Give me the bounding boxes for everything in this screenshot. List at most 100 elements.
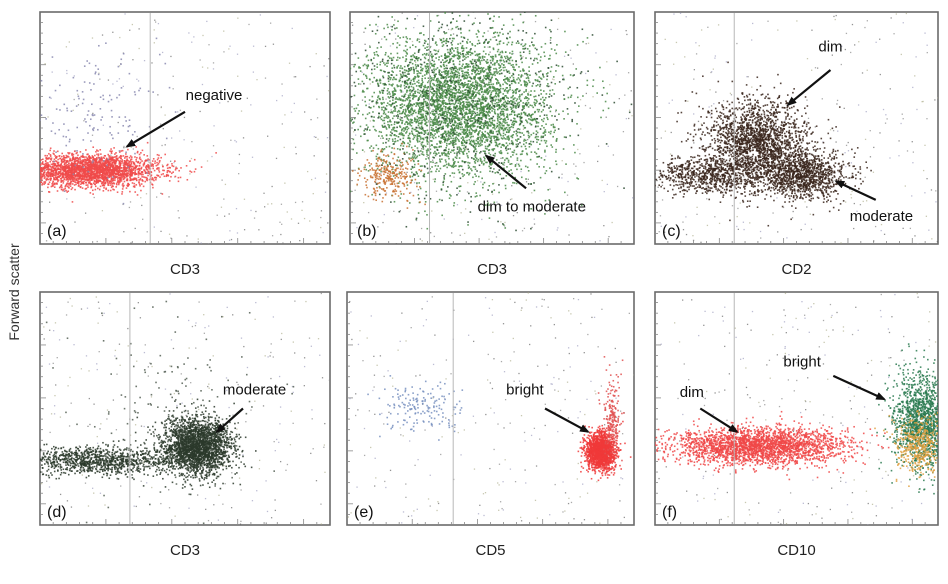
event-dot: [120, 170, 123, 172]
event-dot: [211, 155, 213, 158]
event-dot: [112, 165, 115, 168]
event-dot: [120, 150, 123, 152]
event-dot: [79, 186, 82, 188]
event-dot: [89, 162, 92, 165]
event-dot: [151, 184, 154, 186]
event-dot: [403, 75, 406, 77]
event-dot: [34, 164, 36, 166]
event-dot: [453, 141, 456, 144]
event-dot: [410, 180, 413, 182]
event-dot: [504, 106, 507, 109]
event-dot: [55, 172, 57, 175]
event-dot: [453, 83, 456, 86]
event-dot: [411, 130, 413, 133]
event-dot: [567, 87, 570, 90]
event-dot: [481, 57, 484, 59]
event-dot: [522, 45, 524, 48]
event-dot: [499, 66, 502, 68]
event-dot: [127, 172, 130, 175]
event-dot: [58, 164, 61, 167]
scatter-panel-1: negative(a)CD3: [6, 11, 331, 278]
event-dot: [481, 70, 484, 72]
event-dot: [158, 53, 161, 56]
event-dot: [123, 184, 125, 187]
event-dot: [413, 70, 415, 73]
event-dot: [51, 56, 54, 58]
event-dot: [435, 52, 438, 55]
event-dot: [160, 192, 162, 195]
event-dot: [448, 87, 451, 90]
event-dot: [45, 118, 47, 120]
event-dot: [399, 197, 402, 199]
event-dot: [65, 174, 68, 177]
event-dot: [499, 91, 501, 93]
event-dot: [121, 149, 124, 152]
event-dot: [492, 48, 495, 51]
event-dot: [60, 159, 63, 162]
event-dot: [86, 178, 88, 181]
event-dot: [10, 159, 12, 161]
event-dot: [527, 138, 529, 141]
event-dot: [76, 165, 78, 168]
event-dot: [71, 175, 74, 178]
event-dot: [92, 162, 95, 165]
event-dot: [133, 163, 136, 166]
event-dot: [118, 150, 121, 152]
event-dot: [381, 106, 383, 109]
event-dot: [139, 184, 141, 187]
event-dot: [398, 133, 401, 135]
event-dot: [79, 176, 81, 179]
event-dot: [518, 101, 521, 104]
event-dot: [508, 131, 510, 133]
event-dot: [189, 173, 191, 175]
event-dot: [457, 161, 460, 163]
event-dot: [539, 85, 541, 88]
event-dot: [263, 192, 265, 194]
event-dot: [385, 192, 388, 194]
event-dot: [402, 91, 404, 93]
event-dot: [62, 180, 65, 182]
event-dot: [82, 160, 84, 163]
event-dot: [504, 187, 507, 190]
event-dot: [513, 101, 515, 103]
event-dot: [385, 51, 387, 54]
event-dot: [94, 158, 97, 160]
event-dot: [6, 161, 8, 163]
event-dot: [457, 81, 459, 83]
event-dot: [624, 94, 626, 96]
event-dot: [389, 134, 392, 136]
event-dot: [30, 170, 32, 172]
event-dot: [52, 181, 54, 184]
event-dot: [438, 89, 441, 92]
event-dot: [206, 20, 208, 23]
event-dot: [71, 167, 73, 170]
event-dot: [57, 172, 60, 174]
event-dot: [480, 181, 482, 183]
event-dot: [494, 144, 497, 147]
event-dot: [85, 163, 88, 166]
event-dot: [476, 59, 479, 61]
event-dot: [461, 144, 463, 147]
event-dot: [393, 90, 395, 92]
event-dot: [452, 133, 455, 135]
event-dot: [154, 19, 156, 21]
event-dot: [132, 168, 135, 170]
event-dot: [387, 96, 390, 98]
event-dot: [101, 169, 103, 171]
event-dot: [70, 164, 73, 166]
event-dot: [33, 165, 35, 167]
event-dot: [465, 123, 467, 126]
event-dot: [112, 159, 115, 162]
event-dot: [468, 173, 470, 176]
event-dot: [439, 160, 441, 162]
event-dot: [511, 18, 514, 21]
event-dot: [527, 92, 529, 95]
event-dot: [444, 12, 446, 14]
event-dot: [401, 112, 404, 115]
event-dot: [94, 159, 97, 161]
event-dot: [92, 129, 95, 132]
event-dot: [508, 70, 510, 73]
event-dot: [41, 170, 43, 173]
event-dot: [96, 174, 99, 177]
